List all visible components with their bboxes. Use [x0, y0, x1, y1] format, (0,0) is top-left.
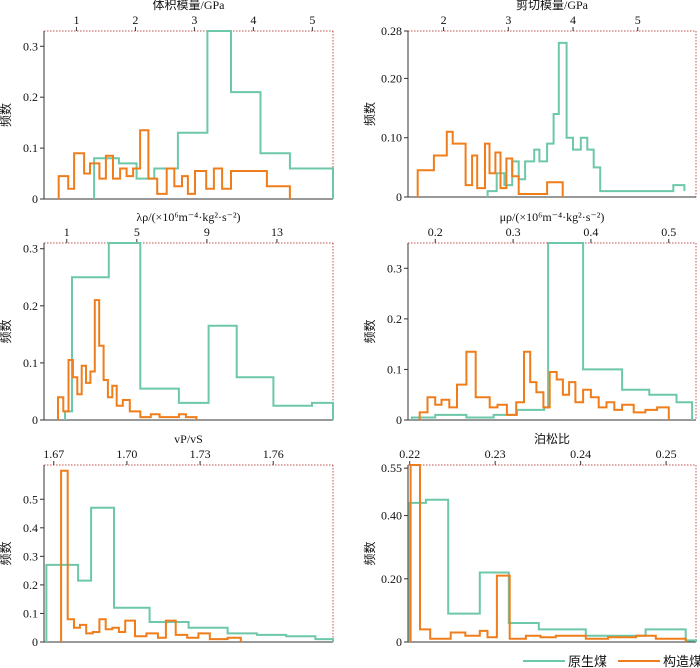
y-axis-label: 频数	[362, 102, 377, 126]
histogram-series-tectonic-coal	[409, 464, 687, 642]
y-tick-label: 0.20	[381, 572, 402, 586]
x-tick-label: 5	[134, 225, 140, 239]
y-tick-label: 0.3	[23, 242, 38, 256]
panel-title: 体积模量/GPa	[152, 0, 225, 12]
y-tick-label: 0.20	[381, 71, 402, 85]
y-tick-label: 0.3	[387, 261, 402, 275]
y-tick-label: 0.4	[23, 521, 38, 535]
panel-title: μρ/(×10⁶m⁻⁴·kg²·s⁻²)	[500, 210, 605, 224]
panel-title: λρ/(×10⁶m⁻⁴·kg²·s⁻²)	[136, 210, 240, 224]
legend-item-tectonic-coal: 构造煤	[618, 654, 700, 668]
y-tick-label: 0	[396, 635, 402, 649]
histogram-series-primary-coal	[45, 506, 334, 642]
y-tick-label: 0.1	[23, 356, 38, 370]
histogram-series-primary-coal	[408, 498, 697, 642]
y-tick-label: 0.2	[387, 312, 402, 326]
y-tick-label: 0.2	[23, 90, 38, 104]
y-tick-label: 0.1	[23, 606, 38, 620]
y-axis-label: 频数	[0, 103, 13, 127]
y-tick-label: 0.1	[23, 141, 38, 155]
panel-5: 1.67 1.70 1.73 1.76 0 0.1 0.2 0.3 0.4 0.5 vP/vS 频数	[0, 432, 334, 649]
histogram-series-tectonic-coal	[418, 350, 670, 420]
x-tick-label: 0.23	[485, 447, 506, 461]
y-tick-label: 0.28	[381, 24, 402, 38]
x-tick-label: 0.24	[570, 447, 591, 461]
y-tick-label: 0	[396, 190, 402, 204]
panel-title: vP/vS	[174, 432, 203, 446]
x-tick-label: 13	[271, 225, 283, 239]
x-tick-label: 1	[73, 13, 79, 27]
y-tick-label: 0.40	[381, 509, 402, 523]
x-tick-label: 5	[635, 13, 641, 27]
legend-label-primary-coal: 原生煤	[568, 654, 607, 668]
y-tick-label: 0.2	[23, 299, 38, 313]
panel-2: 2 3 4 5 0 0.10 0.20 0.28 剪切模量/GPa 频数	[362, 0, 697, 204]
x-tick-label: 4	[570, 13, 576, 27]
x-tick-label: 4	[250, 13, 256, 27]
legend-item-primary-coal: 原生煤	[523, 654, 607, 668]
x-tick-label: 0.3	[506, 225, 521, 239]
x-tick-label: 0.4	[583, 225, 598, 239]
x-tick-label: 0.25	[656, 447, 677, 461]
histogram-series-tectonic-coal	[60, 469, 242, 642]
y-tick-label: 0.10	[381, 131, 402, 145]
y-tick-label: 0.2	[23, 578, 38, 592]
histogram-series-primary-coal	[93, 30, 334, 199]
histogram-series-tectonic-coal	[57, 299, 198, 420]
x-tick-label: 5	[309, 13, 315, 27]
x-tick-label: 1.76	[263, 447, 284, 461]
panel-1: 1 2 3 4 5 0 0.1 0.2 0.3 体积模量/GPa 频数	[0, 0, 334, 206]
legend: 原生煤 构造煤	[523, 654, 700, 668]
histogram-series-primary-coal	[486, 41, 686, 197]
legend-label-tectonic-coal: 构造煤	[663, 654, 700, 668]
y-tick-label: 0.55	[381, 461, 402, 475]
y-tick-label: 0	[396, 413, 402, 427]
x-tick-label: 0.22	[399, 447, 420, 461]
histogram-series-primary-coal	[410, 242, 694, 420]
x-tick-label: 1	[64, 225, 70, 239]
y-tick-label: 0	[32, 192, 38, 206]
panel-3: 1 5 9 13 0 0.1 0.2 0.3 λρ/(×10⁶m⁻⁴·kg²·s⁻²) 频数	[0, 210, 334, 427]
y-tick-label: 0.1	[387, 362, 402, 376]
x-tick-label: 3	[191, 13, 197, 27]
x-tick-label: 1.67	[43, 447, 64, 461]
y-axis-label: 频数	[0, 319, 13, 343]
panel-title: 泊松比	[534, 432, 570, 446]
x-tick-label: 0.5	[661, 225, 676, 239]
histogram-series-primary-coal	[64, 242, 334, 420]
x-tick-label: 1.73	[190, 447, 211, 461]
x-tick-label: 3	[505, 13, 511, 27]
y-tick-label: 0.3	[23, 39, 38, 53]
x-tick-label: 2	[441, 13, 447, 27]
x-tick-label: 0.2	[428, 225, 443, 239]
panel-title: 剪切模量/GPa	[516, 0, 589, 12]
x-tick-label: 2	[132, 13, 138, 27]
y-axis-label: 频数	[362, 541, 377, 565]
histogram-series-tectonic-coal	[416, 130, 564, 197]
y-axis-label: 频数	[362, 319, 377, 343]
y-axis-label: 频数	[0, 541, 13, 565]
x-tick-label: 1.70	[116, 447, 137, 461]
y-tick-label: 0.3	[23, 549, 38, 563]
y-tick-label: 0.5	[23, 492, 38, 506]
y-tick-label: 0	[32, 635, 38, 649]
histogram-series-tectonic-coal	[57, 129, 291, 199]
x-tick-label: 9	[204, 225, 210, 239]
panel-4: 0.2 0.3 0.4 0.500.10.20.3μρ/(×10⁶m⁻⁴·kg²·s⁻…	[362, 210, 697, 427]
y-tick-label: 0	[32, 413, 38, 427]
